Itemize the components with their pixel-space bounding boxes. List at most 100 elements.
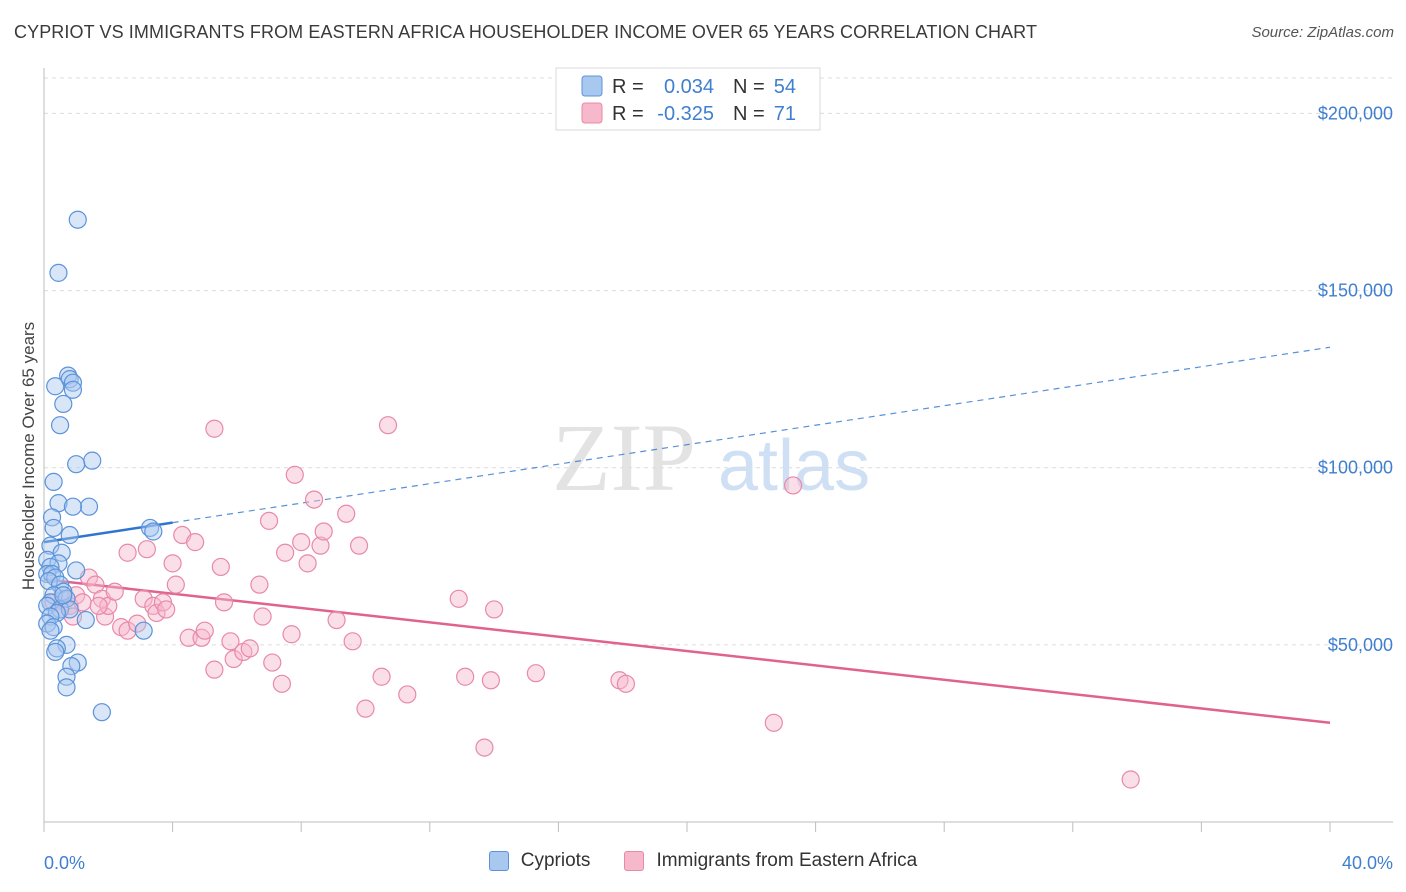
cypriot-point (60, 525, 79, 545)
eastern-africa-point (224, 649, 243, 669)
legend-item-cypriots: Cypriots (488, 850, 590, 872)
eastern-africa-point (475, 738, 494, 757)
cypriot-point (63, 380, 83, 399)
series-legend: Cypriots Immigrants from Eastern Africa (0, 850, 1406, 872)
x-tick-label-min: 0.0% (44, 853, 85, 873)
eastern-africa-point (449, 589, 468, 608)
eastern-africa-point (304, 490, 324, 509)
eastern-africa-point (276, 543, 295, 562)
cypriot-point (144, 522, 163, 541)
trendlines (43, 346, 1331, 725)
cypriot-point (67, 455, 86, 474)
cypriots-trendline-extension (172, 346, 1331, 524)
eastern-africa-point (327, 610, 346, 630)
data-points (38, 210, 1140, 789)
eastern-africa-point (89, 596, 108, 615)
cypriot-point (41, 621, 60, 640)
eastern-africa-point (481, 671, 500, 690)
eastern-africa-point (526, 664, 545, 683)
eastern-africa-point (134, 589, 153, 608)
eastern-africa-point (337, 504, 356, 523)
y-tick-label: $50,000 (1328, 635, 1393, 655)
cypriot-point (44, 518, 63, 538)
legend-n-value-2: 71 (774, 103, 796, 125)
eastern-africa-point (285, 465, 304, 484)
eastern-africa-point (240, 639, 259, 658)
eastern-africa-point (349, 536, 369, 555)
eastern-africa-point (205, 660, 224, 679)
eastern-africa-point (272, 674, 292, 693)
eastern-africa-point (1121, 770, 1140, 789)
legend-n-value-1: 54 (774, 76, 796, 98)
eastern-africa-point (298, 554, 317, 573)
cypriot-point (50, 600, 70, 619)
legend-label-eastern-africa: Immigrants from Eastern Africa (656, 850, 918, 871)
eastern-africa-point (205, 419, 224, 438)
eastern-africa-point (211, 557, 230, 577)
eastern-africa-point (214, 593, 234, 612)
axes (43, 68, 1393, 832)
eastern-africa-point (282, 625, 301, 644)
cypriot-point (92, 703, 111, 722)
legend-item-eastern-africa: Immigrants from Eastern Africa (624, 850, 917, 872)
cypriot-point (44, 618, 63, 637)
cypriot-point (57, 678, 76, 697)
cypriot-point (44, 472, 63, 491)
eastern-africa-point (378, 416, 398, 435)
watermark-zip: ZIP (552, 404, 696, 511)
eastern-africa-point (221, 632, 240, 651)
legend-swatch-eastern-africa (581, 102, 603, 124)
legend-r-value-1: 0.034 (664, 76, 714, 98)
y-tick-label: $100,000 (1318, 458, 1393, 478)
eastern-africa-point (186, 533, 205, 552)
eastern-africa-point (372, 667, 391, 686)
eastern-africa-point (118, 543, 137, 562)
legend-r-label-1: R = (612, 76, 644, 98)
cypriot-point (54, 586, 73, 605)
cypriot-point (140, 518, 160, 538)
cypriots-trendline (43, 521, 173, 544)
eastern-africa-point (783, 476, 803, 495)
y-tick-labels: $50,000 $100,000 $150,000 $200,000 (1318, 103, 1393, 654)
x-tick-label-max: 40.0% (1342, 853, 1393, 873)
eastern-africa-point (314, 522, 333, 541)
legend-n-label-2: N = (733, 103, 765, 125)
eastern-africa-point (157, 600, 176, 619)
eastern-africa-point (485, 600, 504, 619)
cypriot-point (67, 561, 86, 580)
cypriot-point (46, 377, 65, 396)
eastern-africa-point (166, 575, 185, 594)
eastern-africa-point (128, 614, 147, 633)
y-axis-label: Householder Income Over 65 years (19, 322, 38, 590)
eastern-africa-point (147, 603, 166, 623)
legend-swatch-cypriots (581, 75, 603, 97)
y-tick-label: $150,000 (1318, 281, 1393, 301)
legend-r-label-2: R = (612, 103, 644, 125)
chart-title: CYPRIOT VS IMMIGRANTS FROM EASTERN AFRIC… (14, 22, 1038, 42)
eastern-africa-point (137, 540, 156, 559)
cypriot-point (63, 373, 83, 392)
correlation-legend: R = 0.034 N = 54 R = -0.325 N = 71 (555, 67, 821, 131)
eastern-africa-point (105, 582, 124, 601)
eastern-africa-point (179, 628, 198, 647)
eastern-africa-point (95, 607, 115, 626)
cypriot-point (46, 642, 65, 662)
cypriot-point (79, 497, 99, 516)
cypriot-point (50, 416, 70, 435)
eastern-africa-point (259, 511, 279, 530)
eastern-africa-point (250, 575, 269, 594)
cypriot-point (39, 571, 58, 591)
cypriot-point (83, 451, 102, 470)
cypriot-point (57, 635, 76, 654)
eastern-africa-point (356, 699, 375, 718)
eastern-africa-point (398, 685, 417, 704)
cypriot-point (54, 394, 73, 414)
eastern-africa-point (292, 533, 311, 552)
cypriot-point (52, 543, 71, 562)
legend-marker-cypriots (488, 851, 509, 871)
cypriot-point (68, 210, 87, 229)
cypriot-point (62, 657, 81, 676)
eastern-africa-point (311, 536, 330, 555)
source-label: Source: ZipAtlas.com (1251, 24, 1394, 41)
